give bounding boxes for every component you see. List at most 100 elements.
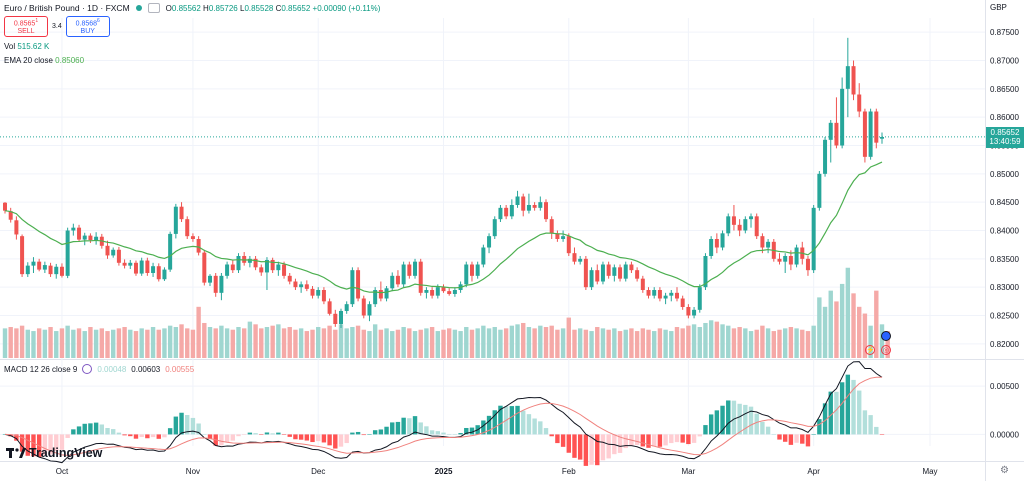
alert-icon[interactable] bbox=[881, 331, 891, 341]
volume-bar bbox=[458, 331, 463, 358]
sync-icon[interactable] bbox=[82, 364, 93, 374]
macd-histogram-bar bbox=[731, 400, 737, 435]
volume-bar bbox=[788, 327, 794, 358]
volume-bar bbox=[298, 328, 304, 358]
candle-body bbox=[469, 264, 474, 276]
volume-bar bbox=[304, 331, 310, 358]
candle-body bbox=[828, 122, 833, 140]
volume-bar bbox=[185, 328, 190, 358]
candle-body bbox=[726, 216, 731, 234]
tradingview-logo[interactable]: TradingView bbox=[6, 446, 102, 460]
trade-buttons: 0.85651 SELL 3.4 0.85686 BUY bbox=[4, 16, 110, 37]
lightning-icon[interactable]: ⚡ bbox=[865, 345, 875, 355]
macd-histogram-bar bbox=[663, 434, 668, 446]
volume-bar bbox=[111, 329, 116, 358]
macd-histogram-bar bbox=[372, 430, 378, 435]
macd-histogram-bar bbox=[589, 434, 594, 465]
macd-histogram-bar bbox=[834, 391, 839, 435]
candle-body bbox=[236, 256, 241, 271]
candle-body bbox=[566, 236, 571, 254]
volume-bar bbox=[737, 327, 742, 358]
macd-histogram-bar bbox=[230, 434, 235, 441]
candle-body bbox=[304, 284, 309, 289]
price-tick-label: 0.83000 bbox=[990, 283, 1019, 292]
macd-histogram-bar bbox=[583, 434, 589, 466]
candle-body bbox=[435, 287, 440, 296]
macd-legend[interactable]: MACD 12 26 close 9 0.00048 0.00603 0.005… bbox=[4, 364, 194, 374]
macd-histogram-bar bbox=[93, 422, 99, 435]
volume-bar bbox=[839, 283, 845, 358]
volume-legend[interactable]: Vol 515.62 K bbox=[4, 42, 49, 51]
volume-bar bbox=[156, 329, 161, 358]
volume-bar bbox=[646, 329, 651, 358]
volume-bar bbox=[868, 325, 873, 358]
macd-histogram-bar bbox=[817, 419, 822, 435]
candle-body bbox=[766, 241, 771, 248]
volume-bar bbox=[207, 327, 213, 358]
sell-button[interactable]: 0.85651 SELL bbox=[4, 16, 48, 37]
candle-body bbox=[862, 111, 867, 157]
macd-histogram-bar bbox=[202, 434, 207, 435]
news-icon[interactable]: ◎ bbox=[881, 345, 891, 355]
time-tick-label: May bbox=[922, 467, 937, 476]
macd-histogram-bar bbox=[486, 415, 492, 435]
candle-body bbox=[128, 262, 133, 266]
macd-histogram-bar bbox=[822, 403, 828, 435]
macd-histogram-bar bbox=[253, 433, 258, 435]
market-open-icon bbox=[135, 5, 142, 11]
volume-bar bbox=[481, 325, 486, 358]
macd-histogram-bar bbox=[652, 434, 657, 447]
macd-histogram-bar bbox=[59, 434, 65, 450]
volume-bar bbox=[822, 306, 828, 358]
candle-body bbox=[788, 256, 793, 265]
macd-histogram-bar bbox=[788, 434, 794, 445]
candle-body bbox=[293, 281, 298, 288]
currency-unit[interactable]: GBP bbox=[990, 3, 1007, 12]
macd-histogram-bar bbox=[754, 413, 759, 435]
macd-histogram-bar bbox=[412, 416, 418, 435]
ema-legend[interactable]: EMA 20 close 0.85060 bbox=[4, 56, 84, 65]
candle-body bbox=[168, 233, 173, 270]
candle-body bbox=[811, 207, 816, 271]
candle-body bbox=[299, 284, 304, 288]
candle-body bbox=[111, 249, 116, 256]
candle-body bbox=[173, 206, 178, 234]
last-price-tag: 0.85652 13:40:59 bbox=[986, 127, 1024, 148]
candle-body bbox=[390, 275, 395, 289]
volume-bar bbox=[71, 329, 76, 358]
candle-body bbox=[646, 290, 651, 296]
volume-bar bbox=[560, 328, 566, 358]
volume-bar bbox=[800, 329, 805, 358]
macd-histogram-bar bbox=[697, 434, 702, 437]
macd-histogram-bar bbox=[532, 418, 537, 435]
candle-body bbox=[538, 202, 543, 208]
eye-icon[interactable] bbox=[147, 3, 160, 13]
buy-button[interactable]: 0.85686 BUY bbox=[65, 16, 110, 37]
volume-bar bbox=[429, 327, 435, 358]
volume-bar bbox=[19, 325, 25, 358]
volume-bar bbox=[76, 328, 82, 358]
volume-bar bbox=[367, 331, 372, 358]
macd-histogram-bar bbox=[395, 421, 401, 435]
volume-bar bbox=[760, 325, 765, 358]
gear-icon[interactable]: ⚙ bbox=[1000, 465, 1009, 476]
volume-bar bbox=[407, 328, 412, 358]
volume-bar bbox=[640, 328, 646, 358]
volume-bar bbox=[276, 324, 281, 358]
macd-histogram-bar bbox=[515, 405, 520, 435]
candle-body bbox=[276, 264, 281, 271]
symbol-title[interactable]: Euro / British Pound · 1D · FXCM bbox=[4, 3, 130, 13]
time-tick-label: 2025 bbox=[435, 467, 453, 476]
volume-bar bbox=[338, 324, 344, 358]
volume-bar bbox=[230, 329, 235, 358]
candle-body bbox=[264, 259, 269, 273]
volume-bar bbox=[247, 321, 253, 358]
volume-bar bbox=[270, 325, 275, 358]
price-tick-label: 0.83500 bbox=[990, 255, 1019, 264]
price-tick-label: 0.82500 bbox=[990, 312, 1019, 321]
candle-body bbox=[657, 290, 662, 299]
macd-histogram-bar bbox=[298, 434, 304, 440]
macd-histogram-bar bbox=[509, 406, 515, 435]
volume-bar bbox=[36, 328, 42, 358]
